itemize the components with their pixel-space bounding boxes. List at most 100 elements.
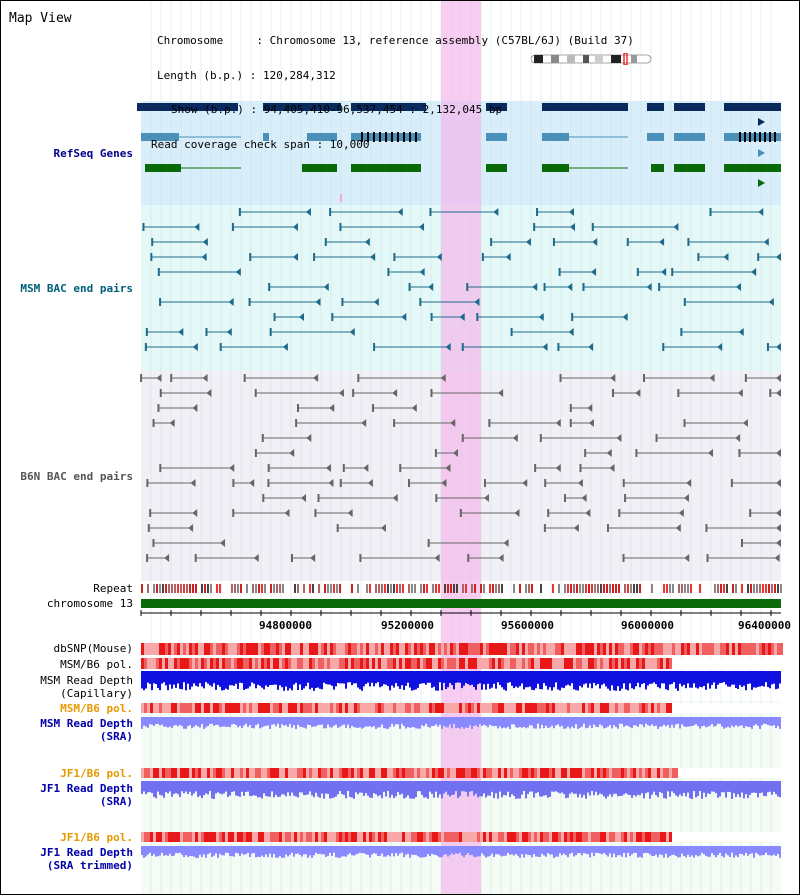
repeat-mark [444, 584, 446, 593]
msm-b6-pol2-cell [561, 703, 564, 713]
jf1-trimmed-depth-bar [207, 846, 209, 855]
jf1-trimmed-depth-bar [213, 846, 215, 856]
read-depth-tracks[interactable] [141, 671, 781, 858]
repeat-mark [666, 584, 668, 593]
jf1-b6-pol2-cell [501, 832, 504, 842]
msm-b6-pol2-cell [420, 703, 423, 713]
msm-b6-pol2-cell [222, 703, 225, 713]
track-label-repeat[interactable]: Repeat [93, 582, 133, 595]
track-label-b6n-bac[interactable]: B6N BAC end pairs [20, 470, 133, 483]
msm-bac-end-pairs-track[interactable] [142, 208, 781, 351]
refseq-genes-track[interactable] [137, 103, 781, 202]
jf1-b6-pol-cell [270, 768, 273, 778]
dbsnp-cell [693, 643, 696, 655]
jf1-b6-pol2-cell [255, 832, 258, 842]
msm-capillary-depth-bar [675, 671, 677, 689]
msm-b6-pol2-cell [252, 703, 255, 713]
track-label-jf1-b6-pol[interactable]: JF1/B6 pol. [60, 767, 133, 780]
msm-sra-depth-bar [543, 717, 545, 729]
jf1-b6-pol2-cell [699, 832, 702, 842]
msm-b6-pol2-cell [465, 703, 468, 713]
msm-capillary-depth-bar [475, 671, 477, 690]
dbsnp-cell [531, 643, 534, 655]
msm-sra-depth-bar [495, 717, 497, 726]
track-label-msm-depth-capillary[interactable]: MSM Read Depth (Capillary) [40, 674, 133, 700]
msm-capillary-depth-bar [279, 671, 281, 686]
jf1-trimmed-depth-bar [187, 846, 189, 857]
msm-b6-pol-cell [171, 658, 174, 669]
track-label-jf1-depth-sra[interactable]: JF1 Read Depth (SRA) [40, 782, 133, 808]
track-label-jf1-b6-pol-2[interactable]: JF1/B6 pol. [60, 831, 133, 844]
msm-b6-pol-cell [414, 658, 417, 669]
jf1-b6-pol-cell [717, 768, 720, 778]
jf1-b6-pol2-cell [498, 832, 501, 842]
msm-sra-depth-bar [639, 717, 641, 725]
jf1-trimmed-depth-bar [481, 846, 483, 854]
track-label-msm-bac[interactable]: MSM BAC end pairs [20, 282, 133, 295]
jf1-b6-pol-cell [492, 768, 495, 778]
msm-b6-pol2-cell [306, 703, 309, 713]
b6n-bac-end-pairs-track[interactable] [140, 374, 781, 562]
jf1-trimmed-depth-bar [437, 846, 439, 857]
track-label-dbsnp[interactable]: dbSNP(Mouse) [53, 642, 133, 655]
repeat-mark [270, 584, 272, 593]
msm-b6-pol-cell [201, 658, 204, 669]
dbsnp-cell [687, 643, 690, 655]
track-label-refseq-genes[interactable]: RefSeq Genes [53, 147, 133, 160]
jf1-b6-pol-cell [417, 768, 420, 778]
msm-capillary-depth-bar [741, 671, 743, 688]
msm-b6-pol-cell [768, 658, 771, 669]
jf1-sra-depth-bar [151, 781, 153, 794]
msm-capillary-depth-bar [537, 671, 539, 684]
jf1-b6-pol2-cell [654, 832, 657, 842]
jf1-b6-pol-cell [378, 768, 381, 778]
msm-b6-pol-cell [558, 658, 561, 669]
jf1-b6-pol-cell [456, 768, 459, 778]
msm-capillary-depth-bar [423, 671, 425, 684]
msm-sra-depth-bar [661, 717, 663, 727]
track-label-jf1-depth-trimmed[interactable]: JF1 Read Depth (SRA trimmed) [40, 846, 133, 872]
b6n-bac-pair-end [261, 434, 264, 442]
track-label-msm-depth-sra[interactable]: MSM Read Depth (SRA) [40, 717, 133, 743]
msm-b6-pol-cell [411, 658, 414, 669]
jf1-b6-pol2-cell [648, 832, 651, 842]
jf1-trimmed-depth-bar [721, 846, 723, 857]
msm-bac-pair-end [235, 268, 241, 276]
jf1-sra-depth-bar [149, 781, 151, 793]
msm-capillary-depth-bar [477, 671, 479, 685]
b6n-bac-pair-end [220, 539, 226, 547]
jf1-trimmed-depth-bar [303, 846, 305, 855]
jf1-b6-pol2-cell [396, 832, 399, 842]
track-label-msm-b6-pol-2[interactable]: MSM/B6 pol. [60, 702, 133, 715]
polymorphism-heat-tracks[interactable] [141, 643, 783, 842]
dbsnp-cell [540, 643, 543, 655]
jf1-b6-pol-cell [342, 768, 345, 778]
dbsnp-cell [345, 643, 348, 655]
chromosome-ideogram[interactable] [531, 53, 653, 65]
repeat-track[interactable] [141, 584, 782, 593]
dbsnp-cell [732, 643, 735, 655]
msm-b6-pol2-cell [486, 703, 489, 713]
jf1-b6-pol-cell [384, 768, 387, 778]
b6n-bac-pair-end [588, 419, 594, 427]
msm-sra-depth-bar [769, 717, 771, 726]
jf1-sra-depth-bar [617, 781, 619, 797]
msm-capillary-depth-bar [557, 671, 559, 690]
jf1-sra-depth-bar [615, 781, 617, 794]
jf1-sra-depth-bar [423, 781, 425, 798]
jf1-sra-depth-bar [215, 781, 217, 794]
msm-sra-depth-bar [605, 717, 607, 728]
msm-sra-depth-bar [571, 717, 573, 727]
track-label-msm-b6-pol[interactable]: MSM/B6 pol. [60, 658, 133, 671]
msm-sra-depth-bar [619, 717, 621, 724]
jf1-trimmed-depth-bar [439, 846, 441, 858]
msm-b6-pol-cell [384, 658, 387, 669]
jf1-b6-pol-cell [594, 768, 597, 778]
msm-capillary-depth-bar [255, 671, 257, 689]
jf1-b6-pol2-cell [180, 832, 183, 842]
msm-b6-pol-cell [597, 658, 600, 669]
dbsnp-cell [369, 643, 372, 655]
msm-b6-pol2-cell [159, 703, 162, 713]
msm-b6-pol2-cell [300, 703, 303, 713]
jf1-b6-pol-cell [468, 768, 471, 778]
